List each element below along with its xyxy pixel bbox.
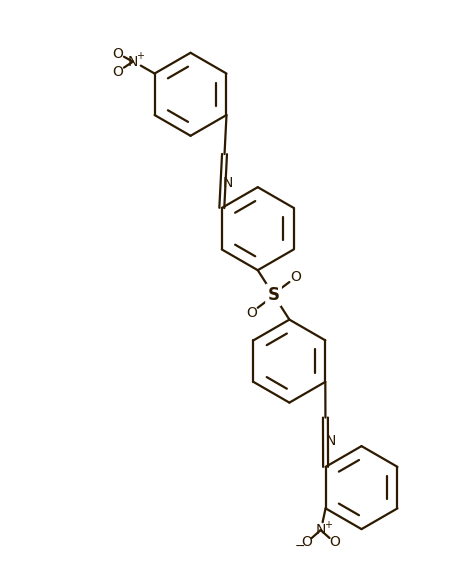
Text: O: O xyxy=(113,47,123,61)
Text: O: O xyxy=(329,535,340,549)
Text: N: N xyxy=(325,434,336,448)
Text: O: O xyxy=(113,65,123,79)
Text: O: O xyxy=(301,535,312,549)
Text: −: − xyxy=(295,540,305,554)
Text: N: N xyxy=(128,54,138,69)
Text: O: O xyxy=(290,270,301,284)
Text: S: S xyxy=(267,286,280,304)
Text: +: + xyxy=(324,520,331,530)
Text: O: O xyxy=(246,305,257,320)
Text: N: N xyxy=(223,176,233,190)
Text: +: + xyxy=(136,51,144,61)
Text: N: N xyxy=(316,523,326,537)
